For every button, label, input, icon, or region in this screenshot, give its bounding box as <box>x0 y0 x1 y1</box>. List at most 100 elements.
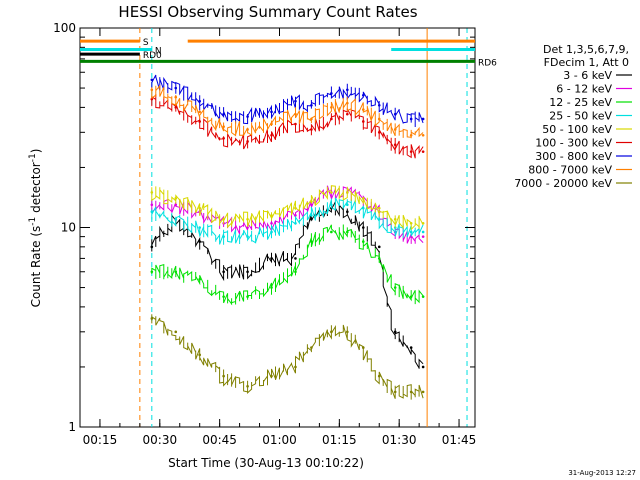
data-point-3-0 <box>150 210 154 214</box>
series-line-6 <box>151 74 424 127</box>
data-point-2-14 <box>421 295 425 298</box>
data-point-6-5 <box>270 110 273 114</box>
data-point-3-10 <box>361 206 365 210</box>
data-point-8-9 <box>346 330 349 334</box>
data-point-2-13 <box>409 295 413 298</box>
legend-label-7: 800 - 7000 keV <box>528 164 612 177</box>
data-point-2-1 <box>174 270 178 274</box>
data-point-0-4 <box>246 270 249 274</box>
series-points-2 <box>150 230 425 298</box>
data-point-0-13 <box>409 346 413 349</box>
footer-date: 31-Aug-2013 12:27 <box>568 469 636 477</box>
data-point-5-0 <box>150 97 154 101</box>
series-line-3 <box>151 197 424 245</box>
data-point-4-2 <box>198 206 201 210</box>
series-line-0 <box>151 201 424 369</box>
data-point-1-5 <box>270 221 273 225</box>
data-point-4-1 <box>174 197 178 200</box>
series-line-1 <box>151 185 424 244</box>
data-point-7-10 <box>361 108 365 111</box>
data-point-2-8 <box>330 230 333 234</box>
data-point-8-7 <box>310 346 313 349</box>
data-point-0-6 <box>294 257 297 260</box>
data-point-3-5 <box>270 230 273 234</box>
data-point-8-6 <box>294 365 297 369</box>
legend-label-8: 7000 - 20000 keV <box>514 177 612 190</box>
data-point-5-13 <box>409 150 413 153</box>
data-point-3-4 <box>246 235 249 238</box>
data-point-8-10 <box>361 346 365 349</box>
data-point-1-6 <box>294 214 297 217</box>
data-point-6-14 <box>421 117 425 121</box>
data-point-5-7 <box>310 128 313 131</box>
data-point-4-9 <box>346 191 349 194</box>
data-point-1-0 <box>150 203 154 207</box>
y-axis-label: Count Rate (s-1 detector-1) <box>28 149 43 308</box>
data-point-7-0 <box>150 88 154 92</box>
x-tick-label-6: 01:45 <box>442 433 477 447</box>
data-point-6-10 <box>361 93 365 97</box>
data-point-5-6 <box>294 122 297 126</box>
data-point-8-11 <box>377 374 381 378</box>
flag-rd6: RD6 <box>80 58 497 68</box>
data-point-8-13 <box>409 390 413 394</box>
series-points-0 <box>150 206 425 369</box>
data-point-4-11 <box>377 206 381 210</box>
legend-label-4: 50 - 100 keV <box>542 123 612 136</box>
data-point-6-13 <box>409 117 413 121</box>
data-point-6-12 <box>393 112 397 116</box>
data-point-5-10 <box>361 120 365 123</box>
data-point-5-2 <box>198 120 201 123</box>
data-point-0-10 <box>361 226 365 229</box>
data-point-6-9 <box>346 88 349 92</box>
data-point-5-12 <box>393 143 397 147</box>
data-point-2-11 <box>377 257 381 260</box>
data-point-8-1 <box>174 330 178 334</box>
data-point-0-11 <box>377 245 381 249</box>
legend-header-line-1: Det 1,3,5,6,7,9, <box>543 43 629 56</box>
data-point-6-3 <box>222 112 225 116</box>
y-tick-label-0: 1 <box>68 420 76 434</box>
data-point-8-3 <box>222 374 225 378</box>
data-point-7-4 <box>246 128 249 131</box>
data-point-0-7 <box>310 217 313 221</box>
data-point-8-12 <box>393 390 397 394</box>
data-point-4-13 <box>409 221 413 225</box>
x-tick-label-0: 00:15 <box>83 433 118 447</box>
data-point-1-13 <box>409 235 413 238</box>
x-tick-label-4: 01:15 <box>322 433 357 447</box>
data-point-7-3 <box>222 125 225 129</box>
chart-title: HESSI Observing Summary Count Rates <box>118 3 417 21</box>
y-axis-label-tail: ) <box>29 149 43 154</box>
data-point-2-5 <box>270 286 273 289</box>
data-point-5-5 <box>270 133 273 137</box>
data-point-4-8 <box>330 191 333 194</box>
data-point-4-6 <box>294 206 297 210</box>
data-point-3-1 <box>174 217 178 221</box>
data-point-2-2 <box>198 277 201 281</box>
data-point-6-4 <box>246 115 249 118</box>
y-axis-label-mid: detector <box>29 162 43 217</box>
data-point-0-5 <box>270 257 273 260</box>
legend-label-2: 12 - 25 keV <box>549 96 612 109</box>
data-point-6-6 <box>294 99 297 103</box>
data-point-6-8 <box>330 92 333 95</box>
x-tick-label-3: 01:00 <box>262 433 297 447</box>
series-line-8 <box>151 314 424 400</box>
data-point-6-0 <box>150 78 154 82</box>
flag-label-rd6: RD6 <box>478 58 497 68</box>
data-point-7-14 <box>421 133 425 137</box>
data-point-7-8 <box>330 106 333 109</box>
x-tick-label-1: 00:30 <box>143 433 178 447</box>
data-point-6-7 <box>310 103 313 107</box>
data-point-0-0 <box>150 245 154 249</box>
data-point-6-1 <box>174 86 178 90</box>
series-line-7 <box>151 84 424 139</box>
flag-label-s: S <box>143 38 149 48</box>
data-point-1-14 <box>421 235 425 238</box>
y-axis-label-main: Count Rate (s <box>29 226 43 308</box>
data-point-5-4 <box>246 140 249 143</box>
flag-rd0: RD0 <box>80 51 162 61</box>
data-point-4-10 <box>361 197 365 200</box>
